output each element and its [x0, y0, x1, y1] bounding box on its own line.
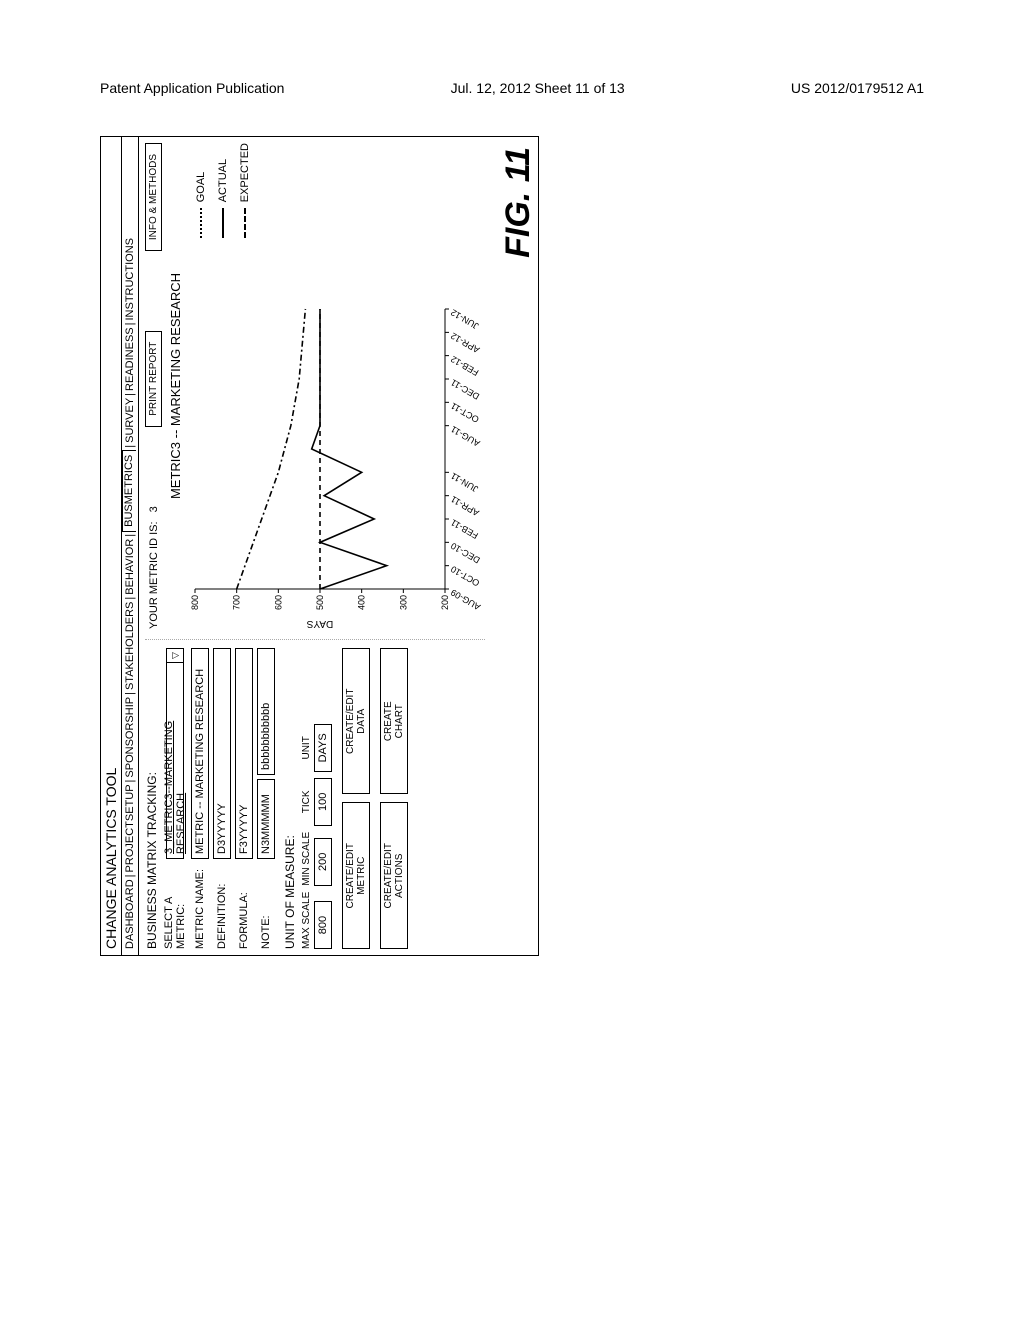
svg-text:JUN-12: JUN-12 [449, 307, 480, 331]
svg-text:FEB-12: FEB-12 [449, 354, 480, 378]
uom-label: UNIT OF MEASURE: [283, 648, 297, 949]
chevron-down-icon: ▽ [167, 649, 183, 663]
svg-text:DEC-11: DEC-11 [449, 377, 481, 401]
right-panel: YOUR METRIC ID IS: 3 PRINT REPORT INFO &… [145, 143, 485, 639]
note-field-1[interactable]: N3MMMMM [257, 779, 275, 859]
svg-text:DEC-10: DEC-10 [449, 541, 482, 566]
svg-text:DAYS: DAYS [306, 618, 333, 629]
tab-survey[interactable]: SURVEY [124, 398, 136, 443]
svg-text:600: 600 [273, 595, 283, 610]
metric-select-value: 3_METRIC3--MARKETING RESEARCH [163, 663, 187, 858]
svg-text:700: 700 [232, 595, 242, 610]
figure-label: FIG. 11 [499, 137, 538, 955]
create-edit-metric-button[interactable]: CREATE/EDIT METRIC [342, 803, 370, 950]
create-edit-actions-button[interactable]: CREATE/EDIT ACTIONS [380, 803, 408, 950]
tab-sponsorship[interactable]: SPONSORSHIP [124, 697, 136, 778]
definition-label: DEFINITION: [216, 859, 228, 949]
svg-text:OCT-11: OCT-11 [449, 401, 481, 425]
max-hdr: MAX SCALE [301, 892, 312, 949]
min-field[interactable]: 200 [314, 838, 332, 886]
metric-id-label: YOUR METRIC ID IS: [148, 521, 160, 629]
metric-name-label: METRIC NAME: [194, 859, 206, 949]
chart-legend: GOAL ACTUAL EXPECTED [185, 143, 485, 238]
scale-grid: MAX SCALE800 MIN SCALE200 TICK100 UNITDA… [301, 648, 332, 949]
min-hdr: MIN SCALE [301, 832, 312, 886]
svg-text:FEB-11: FEB-11 [449, 517, 480, 541]
unit-hdr: UNIT [301, 724, 312, 772]
svg-text:500: 500 [315, 595, 325, 610]
metric-id-value: 3 [148, 506, 160, 512]
tab-dashboard[interactable]: DASHBOARD [124, 879, 136, 949]
max-field[interactable]: 800 [314, 901, 332, 949]
left-panel: BUSINESS MATRIX TRACKING: SELECT A METRI… [145, 639, 485, 949]
note-field-2[interactable]: bbbbbbbbbbb [257, 648, 275, 775]
svg-text:JUN-11: JUN-11 [449, 471, 480, 495]
select-metric-label: SELECT A METRIC: [163, 859, 187, 949]
svg-text:AUG-11: AUG-11 [449, 424, 482, 449]
legend-line-actual [222, 208, 224, 238]
tab-behavior[interactable]: BEHAVIOR [124, 539, 136, 595]
pub-left: Patent Application Publication [100, 80, 284, 96]
create-edit-data-button[interactable]: CREATE/EDIT DATA [342, 648, 370, 795]
pub-right: US 2012/0179512 A1 [791, 80, 924, 96]
tab-busmetrics[interactable]: BUSMETRICS [122, 450, 136, 532]
svg-text:APR-11: APR-11 [449, 494, 481, 518]
tick-field[interactable]: 100 [314, 778, 332, 826]
tool-title: CHANGE ANALYTICS TOOL [101, 137, 122, 955]
legend-expected: EXPECTED [239, 143, 251, 202]
tab-stakeholders[interactable]: STAKEHOLDERS [124, 602, 136, 690]
metric-chart: 200300400500600700800DAYSAUG-09OCT-10DEC… [185, 289, 485, 629]
legend-actual: ACTUAL [217, 159, 229, 202]
legend-goal: GOAL [195, 172, 207, 203]
section-title: BUSINESS MATRIX TRACKING: [145, 648, 159, 949]
app-frame: CHANGE ANALYTICS TOOL DASHBOARD|PROJECTS… [100, 136, 539, 956]
pub-center: Jul. 12, 2012 Sheet 11 of 13 [451, 80, 625, 96]
tab-bar: DASHBOARD|PROJECTSETUP|SPONSORSHIP|STAKE… [122, 137, 139, 955]
svg-text:400: 400 [357, 595, 367, 610]
formula-label: FORMULA: [238, 859, 250, 949]
metric-name-field[interactable]: METRIC -- MARKETING RESEARCH [191, 648, 209, 859]
create-chart-button[interactable]: CREATE CHART [380, 648, 408, 795]
info-methods-button[interactable]: INFO & METHODS [145, 143, 162, 251]
page-header: Patent Application Publication Jul. 12, … [100, 80, 924, 96]
svg-text:AUG-09: AUG-09 [449, 587, 482, 612]
formula-field[interactable]: F3YYYYY [235, 648, 253, 859]
tick-hdr: TICK [301, 778, 312, 826]
svg-text:300: 300 [398, 595, 408, 610]
metric-select[interactable]: 3_METRIC3--MARKETING RESEARCH ▽ [166, 648, 184, 859]
definition-field[interactable]: D3YYYYY [213, 648, 231, 859]
figure-wrap: CHANGE ANALYTICS TOOL DASHBOARD|PROJECTS… [100, 136, 924, 575]
legend-line-expected [244, 208, 246, 238]
svg-text:800: 800 [190, 595, 200, 610]
tab-projectsetup[interactable]: PROJECTSETUP [124, 784, 136, 872]
svg-text:OCT-10: OCT-10 [449, 564, 481, 588]
svg-text:200: 200 [440, 595, 450, 610]
chart-title: METRIC3 -- MARKETING RESEARCH [168, 143, 183, 629]
svg-text:APR-12: APR-12 [449, 331, 481, 355]
legend-line-goal [200, 208, 202, 238]
tab-readiness[interactable]: READINESS [124, 327, 136, 391]
unit-field[interactable]: DAYS [314, 724, 332, 772]
print-report-button[interactable]: PRINT REPORT [145, 331, 162, 427]
note-label: NOTE: [260, 859, 272, 949]
tab-instructions[interactable]: INSTRUCTIONS [124, 238, 136, 321]
